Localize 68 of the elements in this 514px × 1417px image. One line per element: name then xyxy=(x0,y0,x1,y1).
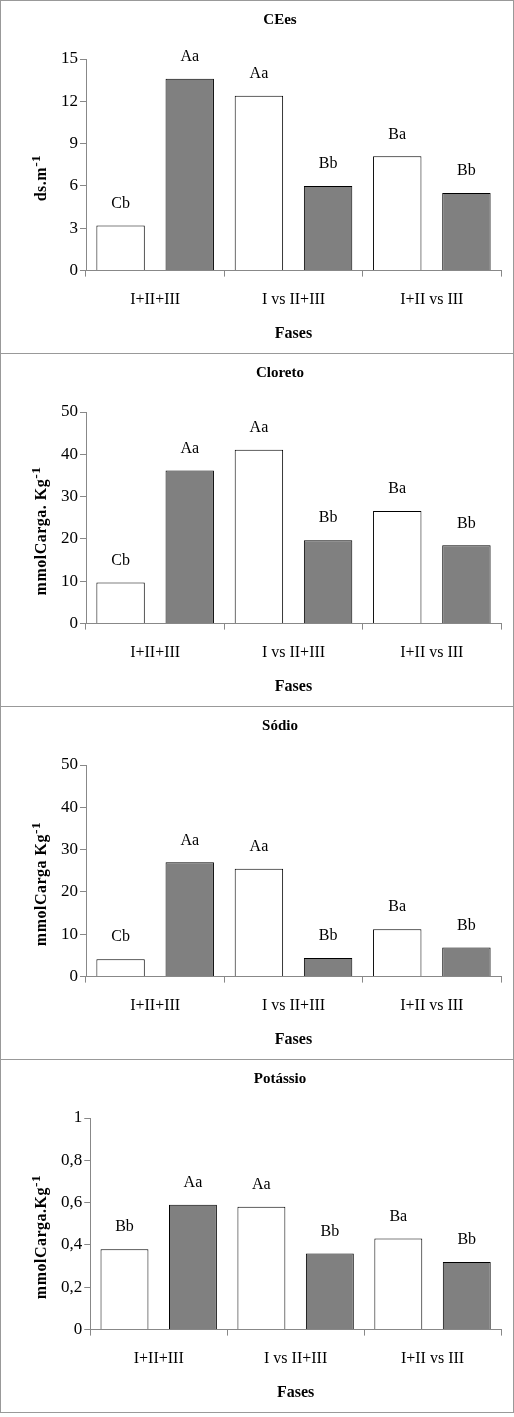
x-tick-label: I+II+III xyxy=(133,1349,184,1367)
chart-title: CEes xyxy=(263,10,297,27)
y-tick-label: 0,6 xyxy=(61,1192,83,1212)
y-tick-label: 0,2 xyxy=(61,1276,83,1296)
data-label: Bb xyxy=(457,161,476,179)
data-label: Bb xyxy=(457,1230,477,1248)
x-tick-label: I+II+III xyxy=(130,996,181,1014)
data-label: Bb xyxy=(318,508,338,526)
y-tick-label: 9 xyxy=(69,133,78,153)
x-axis-title: Fases xyxy=(274,676,313,694)
data-label: Ba xyxy=(389,1206,408,1224)
data-label: Bb xyxy=(115,1217,134,1235)
y-tick-label: 6 xyxy=(69,175,78,195)
data-label: Bb xyxy=(318,926,338,944)
data-label: Aa xyxy=(249,417,269,435)
data-label: Cb xyxy=(111,550,130,568)
chart-title: Cloreto xyxy=(255,363,305,380)
y-tick-label: 0 xyxy=(69,613,78,633)
y-tick-label: 0,4 xyxy=(61,1234,83,1254)
y-tick-label: 30 xyxy=(61,839,78,859)
x-axis-title: Fases xyxy=(274,1029,313,1047)
y-tick-label: 40 xyxy=(61,796,78,816)
y-tick-label: 0 xyxy=(69,260,78,280)
y-tick-label: 1 xyxy=(73,1107,83,1127)
data-label: Bb xyxy=(457,915,476,933)
x-tick-label: I vs II+III xyxy=(261,290,326,308)
data-label: Aa xyxy=(180,46,200,64)
x-tick-label: I+II+III xyxy=(130,290,181,308)
chart-title: Sódio xyxy=(262,716,298,733)
y-tick-label: 10 xyxy=(61,923,78,943)
y-tick-label: 40 xyxy=(61,443,78,463)
y-tick-label: 10 xyxy=(61,570,78,590)
data-label: Ba xyxy=(388,897,407,915)
x-tick-label: I vs II+III xyxy=(261,996,326,1014)
x-tick-label: I vs II+III xyxy=(264,1349,328,1367)
x-axis-title: Fases xyxy=(276,1382,315,1400)
x-tick-label: I vs II+III xyxy=(261,643,326,661)
data-label: Aa xyxy=(252,1175,271,1193)
data-label: Bb xyxy=(318,154,338,172)
data-label: Cb xyxy=(111,193,130,211)
x-tick-label: I+II+III xyxy=(130,643,181,661)
data-label: Aa xyxy=(183,1172,203,1190)
data-label: Aa xyxy=(249,63,269,81)
y-tick-label: 3 xyxy=(69,217,78,237)
chart-title: Potássio xyxy=(253,1069,307,1086)
data-label: Cb xyxy=(111,927,130,945)
data-label: Ba xyxy=(388,479,407,497)
x-tick-label: I+II vs III xyxy=(400,996,464,1014)
y-tick-label: 50 xyxy=(61,401,78,421)
y-tick-label: 20 xyxy=(61,528,78,548)
y-tick-label: 50 xyxy=(61,754,78,774)
data-label: Aa xyxy=(249,836,269,854)
data-label: Aa xyxy=(180,830,200,848)
y-tick-label: 0,8 xyxy=(61,1149,83,1169)
data-label: Bb xyxy=(320,1221,340,1239)
data-label: Ba xyxy=(388,124,407,142)
y-tick-label: 15 xyxy=(61,48,78,68)
y-tick-label: 0 xyxy=(69,966,78,986)
x-tick-label: I+II vs III xyxy=(400,643,464,661)
data-label: Bb xyxy=(457,513,476,531)
x-tick-label: I+II vs III xyxy=(400,290,464,308)
y-tick-label: 0 xyxy=(73,1319,83,1339)
y-tick-label: 12 xyxy=(61,90,78,110)
x-axis-title: Fases xyxy=(274,323,313,341)
y-tick-label: 30 xyxy=(61,486,78,506)
data-label: Aa xyxy=(180,438,200,456)
x-tick-label: I+II vs III xyxy=(400,1349,465,1367)
y-tick-label: 20 xyxy=(61,881,78,901)
